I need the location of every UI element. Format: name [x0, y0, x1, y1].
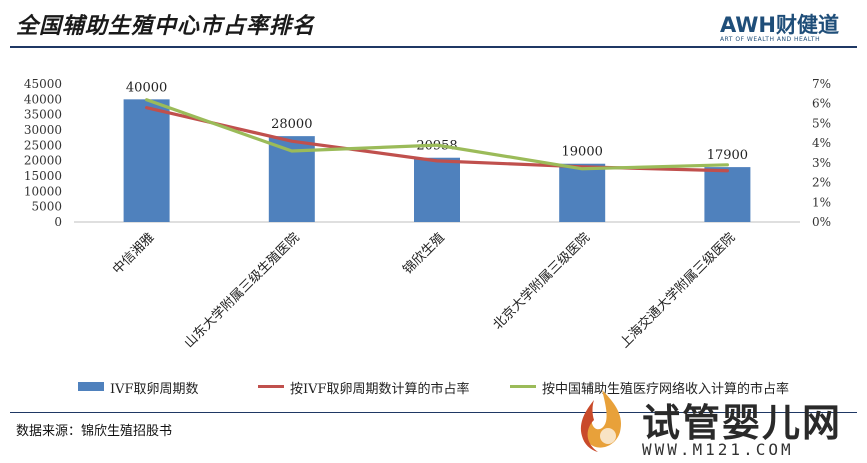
x-category-label: 锦欣生殖 [400, 230, 448, 278]
legend-label-share-by-cycles: 按IVF取卵周期数计算的市占率 [290, 382, 470, 397]
x-category-label: 中信湘雅 [110, 230, 157, 277]
legend-swatch-red-line [258, 385, 284, 388]
legend-swatch-bar [78, 382, 104, 391]
share-by-revenue-line [145, 98, 730, 171]
legend-label-ivf-cycles: IVF取卵周期数 [110, 382, 199, 397]
bar-data-label: 40000 [126, 80, 167, 95]
brand-name: AWH财健道 [719, 13, 839, 37]
y-left-tick-label: 20000 [24, 154, 62, 168]
bar [414, 157, 460, 222]
x-category-label: 上海交通大学附属三级医院 [617, 230, 739, 352]
y-left-tick-label: 40000 [24, 92, 62, 106]
watermark-site-url: WWW.M121.COM [642, 440, 794, 459]
bar [559, 163, 606, 222]
bar-data-label: 19000 [562, 145, 603, 160]
y-left-tick-label: 30000 [24, 123, 62, 137]
y-left-tick-label: 45000 [24, 77, 62, 91]
bar [704, 167, 751, 222]
x-category-label: 山东大学附属三级生殖医院 [181, 230, 303, 352]
y-right-tick-label: 4% [812, 136, 831, 150]
bar-data-label: 17900 [707, 148, 748, 163]
y-left-tick-label: 5000 [31, 200, 62, 214]
y-right-tick-label: 5% [812, 116, 831, 130]
source-divider [10, 412, 857, 413]
data-source: 数据来源：锦欣生殖招股书 [16, 424, 173, 439]
legend-swatch-green-line [510, 385, 536, 388]
y-left-tick-label: 15000 [24, 169, 62, 183]
y-right-tick-label: 3% [812, 156, 831, 170]
y-left-tick-label: 25000 [24, 138, 62, 152]
y-left-tick-label: 35000 [24, 108, 62, 122]
y-right-tick-label: 2% [812, 176, 831, 190]
x-category-label: 北京大学附属三级医院 [490, 230, 593, 333]
legend-item-share-by-cycles: 按IVF取卵周期数计算的市占率 [258, 378, 470, 397]
y-left-tick-label: 10000 [24, 184, 62, 198]
watermark-flame-icon [580, 390, 622, 452]
legend-item-ivf-cycles: IVF取卵周期数 [78, 378, 199, 397]
y-right-tick-label: 6% [812, 97, 831, 111]
watermark-site-name: 试管婴儿网 [642, 401, 843, 445]
y-right-tick-label: 1% [812, 195, 831, 209]
y-right-tick-label: 0% [812, 215, 831, 229]
title-divider [10, 46, 857, 48]
bar [123, 99, 170, 222]
brand-tagline: ART OF WEALTH AND HEALTH [719, 36, 821, 43]
bar-data-label: 28000 [271, 117, 312, 132]
y-left-tick-label: 0 [54, 215, 62, 229]
page-title: 全国辅助生殖中心市占率排名 [16, 13, 316, 39]
brand-logo: AWH财健道 ART OF WEALTH AND HEALTH [720, 14, 839, 43]
y-right-tick-label: 7% [812, 77, 831, 91]
